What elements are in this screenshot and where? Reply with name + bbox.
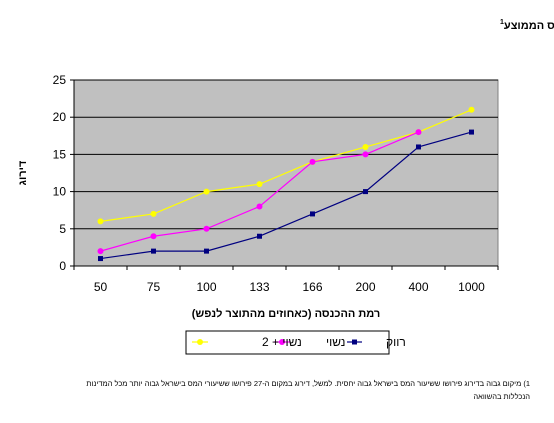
series-1 — [97, 129, 422, 255]
data-point — [362, 143, 369, 150]
data-point — [415, 129, 422, 136]
data-point — [203, 188, 210, 195]
data-point — [203, 225, 210, 232]
data-point — [98, 256, 103, 262]
legend-label: רווק — [386, 335, 406, 349]
axes: 0 5 10 15 20 25 50 75 100 133 166 200 400 1000 — [53, 73, 499, 294]
data-point — [416, 144, 421, 150]
x-axis-label: רמת ההכנסה (כאחוזים מהתוצר לנפש) — [192, 307, 381, 320]
data-point — [151, 248, 156, 254]
data-point — [150, 233, 157, 240]
chart-title-main: דיאגרמה 1: מיקומה של ישראל במדרג 27 המדי… — [504, 19, 554, 32]
chart-title: דיאגרמה 1: מיקומה של ישראל במדרג 27 המדי… — [500, 19, 554, 32]
x-tick-label: 200 — [355, 280, 375, 294]
footnote-line-2: הנכללות בהשוואה — [473, 392, 530, 401]
data-point — [97, 218, 104, 225]
legend-item-0: רווק — [347, 335, 406, 349]
y-tick-label: 10 — [53, 185, 67, 199]
data-point — [256, 203, 263, 210]
x-tick-label: 100 — [196, 280, 216, 294]
data-point — [256, 181, 263, 188]
series-0 — [98, 129, 474, 262]
footnote-line-1: 1) מיקום גבוה בדירוג פירושו ששיעור המס ב… — [86, 379, 530, 388]
data-point — [257, 233, 262, 239]
data-point — [204, 248, 209, 254]
legend-marker — [197, 339, 203, 345]
x-tick-label: 400 — [408, 280, 428, 294]
series-line-2 — [100, 109, 472, 222]
y-tick-label: 0 — [59, 259, 66, 273]
x-tick-label: 166 — [302, 280, 322, 294]
series-lines — [97, 106, 475, 262]
y-tick-label: 25 — [53, 73, 67, 87]
data-point — [150, 210, 157, 217]
data-point — [97, 248, 104, 255]
x-tick-label: 1000 — [458, 280, 485, 294]
y-axis-label: דירוג — [17, 160, 29, 185]
legend-marker — [352, 339, 357, 345]
legend-marker — [279, 339, 285, 345]
y-tick-label: 15 — [53, 147, 67, 161]
legend: רווק נשוי נשוי + 2 — [185, 330, 406, 355]
x-tick-label: 50 — [94, 280, 108, 294]
legend-label: נשוי + 2 — [262, 335, 302, 349]
data-point — [309, 158, 316, 165]
data-point — [469, 129, 474, 135]
chart-title-superscript: 1 — [500, 19, 504, 26]
data-point — [468, 106, 475, 113]
data-point — [362, 151, 369, 158]
legend-label: נשוי — [326, 335, 345, 349]
gridlines — [74, 79, 498, 230]
x-tick-label: 75 — [147, 280, 161, 294]
data-point — [310, 211, 315, 217]
legend-item-2: נשוי + 2 — [192, 335, 302, 349]
y-tick-label: 5 — [59, 222, 66, 236]
x-tick-label: 133 — [249, 280, 269, 294]
series-line-0 — [100, 131, 472, 260]
data-point — [363, 189, 368, 195]
legend-item-1: נשוי — [274, 335, 345, 349]
y-tick-label: 20 — [53, 110, 67, 124]
